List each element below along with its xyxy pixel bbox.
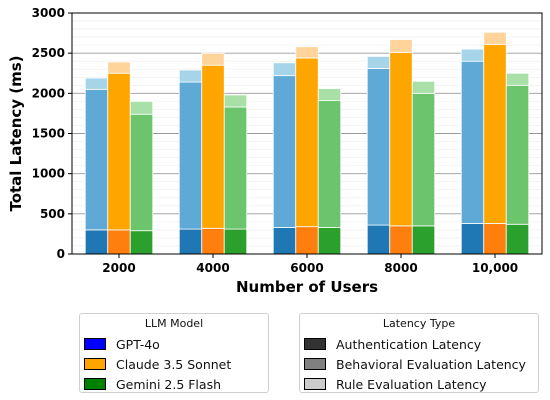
bar-segment-authentication <box>389 225 413 255</box>
bar-segment-behavioral <box>129 113 154 232</box>
bar-segment-authentication <box>505 223 530 255</box>
bar-segment-behavioral <box>389 51 413 227</box>
bar-segment-authentication <box>223 228 248 255</box>
legend-label: GPT-4o <box>116 336 160 352</box>
bar-segment-rule <box>178 69 203 83</box>
legend-label: Gemini 2.5 Flash <box>116 376 222 392</box>
legend-label: Claude 3.5 Sonnet <box>116 356 232 372</box>
legend-item-claude: Claude 3.5 Sonnet <box>80 354 268 374</box>
bar-segment-behavioral <box>84 88 109 231</box>
bar-segment-behavioral <box>460 60 485 224</box>
bar-segment-authentication <box>295 226 319 255</box>
legend-llm-model: LLM Model GPT-4o Claude 3.5 Sonnet Gemin… <box>79 313 269 393</box>
bar-segment-rule <box>483 31 507 45</box>
bar-segment-rule <box>272 62 297 77</box>
bar-segment-behavioral <box>295 57 319 228</box>
bars <box>84 31 530 255</box>
bar-segment-authentication <box>178 228 203 255</box>
x-tick-label: 6000 <box>290 261 323 275</box>
legend-label: Authentication Latency <box>336 336 482 352</box>
x-axis-ticks: 2000 4000 6000 8000 10,000 <box>102 254 518 275</box>
legend-swatch <box>84 378 106 390</box>
x-axis-label: Number of Users <box>236 278 378 296</box>
bar-segment-behavioral <box>366 68 391 226</box>
bar-segment-authentication <box>317 227 342 255</box>
bar-segment-behavioral <box>411 92 436 227</box>
bar-segment-authentication <box>460 223 485 255</box>
bar-segment-authentication <box>201 227 225 255</box>
legend-label: Rule Evaluation Latency <box>336 376 487 392</box>
bar-segment-rule <box>84 77 109 90</box>
bar-segment-authentication <box>411 225 436 255</box>
bar-segment-behavioral <box>223 106 248 230</box>
legend-item-gemini: Gemini 2.5 Flash <box>80 374 268 394</box>
bar-segment-authentication <box>84 229 109 255</box>
bar-segment-rule <box>460 48 485 62</box>
legend-item-rule: Rule Evaluation Latency <box>300 374 538 394</box>
bar-segment-behavioral <box>483 43 507 224</box>
bar-segment-behavioral <box>178 81 203 230</box>
bar-segment-authentication <box>107 229 131 255</box>
bar-segment-rule <box>295 46 319 59</box>
y-tick-label: 3000 <box>32 6 65 20</box>
x-tick-label: 2000 <box>102 261 135 275</box>
bar-segment-rule <box>223 94 248 108</box>
legend-swatch <box>84 358 106 370</box>
bar-segment-behavioral <box>317 100 342 228</box>
bar-segment-rule <box>129 100 154 115</box>
legend-item-behavioral: Behavioral Evaluation Latency <box>300 354 538 374</box>
legend-swatch <box>304 378 326 390</box>
y-tick-label: 2500 <box>32 46 65 60</box>
bar-segment-rule <box>107 61 131 74</box>
bar-segment-authentication <box>129 230 154 255</box>
bar-segment-rule <box>505 72 530 86</box>
legend-item-gpt-4o: GPT-4o <box>80 334 268 354</box>
legend-title: Latency Type <box>382 317 456 330</box>
y-tick-label: 500 <box>40 207 65 221</box>
bar-segment-rule <box>201 52 225 66</box>
bar-segment-rule <box>411 80 436 94</box>
bar-segment-rule <box>389 39 413 53</box>
bar-segment-behavioral <box>505 84 530 225</box>
y-tick-label: 1500 <box>32 127 65 141</box>
bar-segment-authentication <box>272 227 297 255</box>
bar-segment-rule <box>317 88 342 101</box>
x-tick-label: 8000 <box>384 261 417 275</box>
legend-item-authentication: Authentication Latency <box>300 334 538 354</box>
x-tick-label: 4000 <box>196 261 229 275</box>
legend-latency-type: Latency Type Authentication Latency Beha… <box>299 313 539 393</box>
y-axis-label: Total Latency (ms) <box>7 55 25 211</box>
x-tick-label: 10,000 <box>472 261 518 275</box>
bar-segment-rule <box>366 55 391 69</box>
bar-segment-behavioral <box>201 64 225 229</box>
legend-swatch <box>304 338 326 350</box>
y-tick-label: 0 <box>57 247 65 261</box>
y-axis-ticks: 0 500 1000 1500 2000 2500 3000 <box>32 6 72 261</box>
legend-title: LLM Model <box>144 317 204 330</box>
bar-segment-behavioral <box>107 72 131 231</box>
legend-label: Behavioral Evaluation Latency <box>336 356 526 372</box>
y-tick-label: 1000 <box>32 167 65 181</box>
legend-swatch <box>84 338 106 350</box>
bar-segment-authentication <box>483 223 507 255</box>
bar-segment-authentication <box>366 224 391 255</box>
y-tick-label: 2000 <box>32 86 65 100</box>
legend-swatch <box>304 358 326 370</box>
bar-segment-behavioral <box>272 75 297 228</box>
